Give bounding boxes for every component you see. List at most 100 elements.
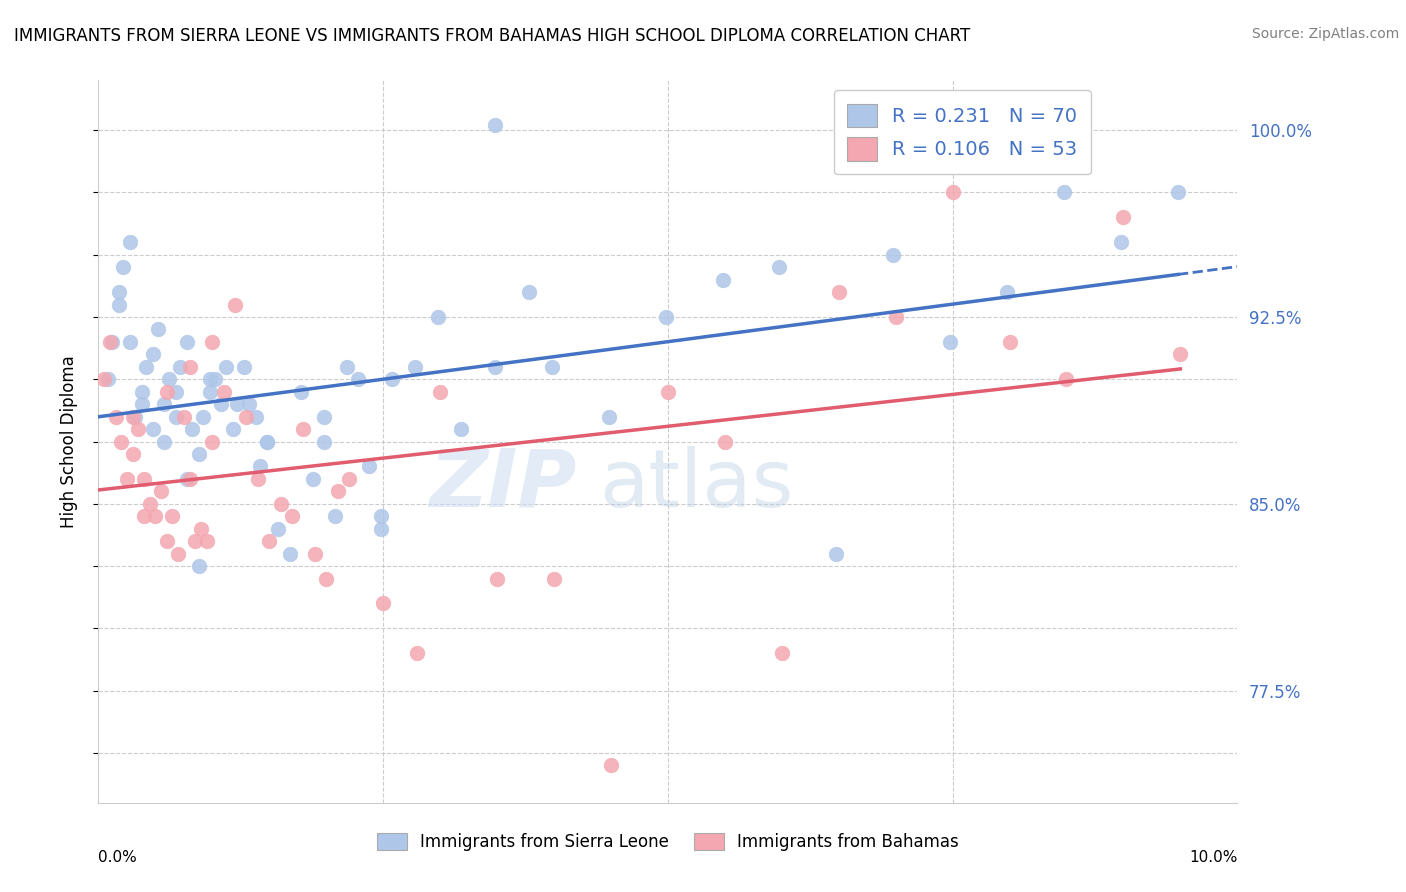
Point	[714, 434, 737, 449]
Point	[233, 359, 256, 374]
Point	[359, 459, 381, 474]
Point	[825, 547, 848, 561]
Point	[110, 434, 132, 449]
Point	[195, 534, 218, 549]
Text: Source: ZipAtlas.com: Source: ZipAtlas.com	[1251, 27, 1399, 41]
Point	[190, 522, 212, 536]
Point	[165, 384, 187, 399]
Point	[246, 472, 269, 486]
Point	[600, 758, 623, 772]
Point	[370, 509, 392, 524]
Y-axis label: High School Diploma: High School Diploma	[59, 355, 77, 528]
Point	[1056, 372, 1078, 386]
Point	[1112, 211, 1135, 225]
Text: 10.0%: 10.0%	[1189, 850, 1237, 865]
Point	[256, 434, 278, 449]
Point	[882, 248, 904, 262]
Point	[131, 397, 153, 411]
Point	[336, 359, 359, 374]
Point	[142, 347, 165, 361]
Point	[267, 522, 290, 536]
Point	[222, 422, 245, 436]
Point	[828, 285, 851, 299]
Point	[486, 572, 509, 586]
Point	[323, 509, 346, 524]
Text: ZIP: ZIP	[429, 446, 576, 524]
Point	[370, 522, 392, 536]
Point	[226, 397, 249, 411]
Point	[312, 409, 335, 424]
Point	[1170, 347, 1192, 361]
Point	[998, 334, 1021, 349]
Point	[884, 310, 907, 324]
Point	[347, 372, 370, 386]
Point	[484, 359, 506, 374]
Point	[215, 359, 238, 374]
Point	[162, 509, 184, 524]
Point	[198, 384, 221, 399]
Point	[104, 409, 127, 424]
Point	[406, 646, 429, 660]
Point	[249, 459, 271, 474]
Point	[312, 434, 335, 449]
Point	[124, 409, 146, 424]
Point	[995, 285, 1018, 299]
Point	[654, 310, 676, 324]
Point	[131, 384, 153, 399]
Point	[153, 397, 176, 411]
Point	[157, 372, 180, 386]
Point	[450, 422, 472, 436]
Point	[112, 260, 135, 274]
Point	[278, 547, 301, 561]
Text: atlas: atlas	[599, 446, 794, 524]
Point	[404, 359, 426, 374]
Point	[108, 297, 131, 311]
Point	[1053, 186, 1076, 200]
Point	[598, 409, 620, 424]
Point	[121, 409, 143, 424]
Point	[770, 646, 793, 660]
Point	[135, 359, 157, 374]
Point	[142, 422, 165, 436]
Point	[153, 434, 176, 449]
Point	[259, 534, 281, 549]
Point	[201, 334, 224, 349]
Point	[146, 322, 169, 336]
Point	[169, 359, 191, 374]
Point	[173, 409, 195, 424]
Point	[98, 334, 121, 349]
Point	[132, 472, 155, 486]
Point	[165, 409, 187, 424]
Point	[121, 447, 143, 461]
Point	[381, 372, 404, 386]
Point	[235, 409, 257, 424]
Point	[209, 397, 232, 411]
Point	[176, 472, 198, 486]
Point	[292, 422, 315, 436]
Text: IMMIGRANTS FROM SIERRA LEONE VS IMMIGRANTS FROM BAHAMAS HIGH SCHOOL DIPLOMA CORR: IMMIGRANTS FROM SIERRA LEONE VS IMMIGRAN…	[14, 27, 970, 45]
Point	[337, 472, 360, 486]
Point	[290, 384, 312, 399]
Point	[224, 297, 246, 311]
Point	[711, 272, 734, 286]
Point	[204, 372, 226, 386]
Point	[429, 384, 451, 399]
Point	[315, 572, 337, 586]
Point	[101, 334, 124, 349]
Point	[371, 597, 394, 611]
Point	[187, 447, 209, 461]
Point	[179, 359, 201, 374]
Point	[540, 359, 562, 374]
Point	[256, 434, 278, 449]
Point	[184, 534, 207, 549]
Point	[517, 285, 540, 299]
Point	[543, 572, 565, 586]
Point	[132, 509, 155, 524]
Point	[156, 384, 179, 399]
Point	[212, 384, 235, 399]
Point	[193, 409, 215, 424]
Point	[484, 118, 506, 132]
Point	[245, 409, 267, 424]
Point	[120, 235, 142, 250]
Point	[270, 497, 292, 511]
